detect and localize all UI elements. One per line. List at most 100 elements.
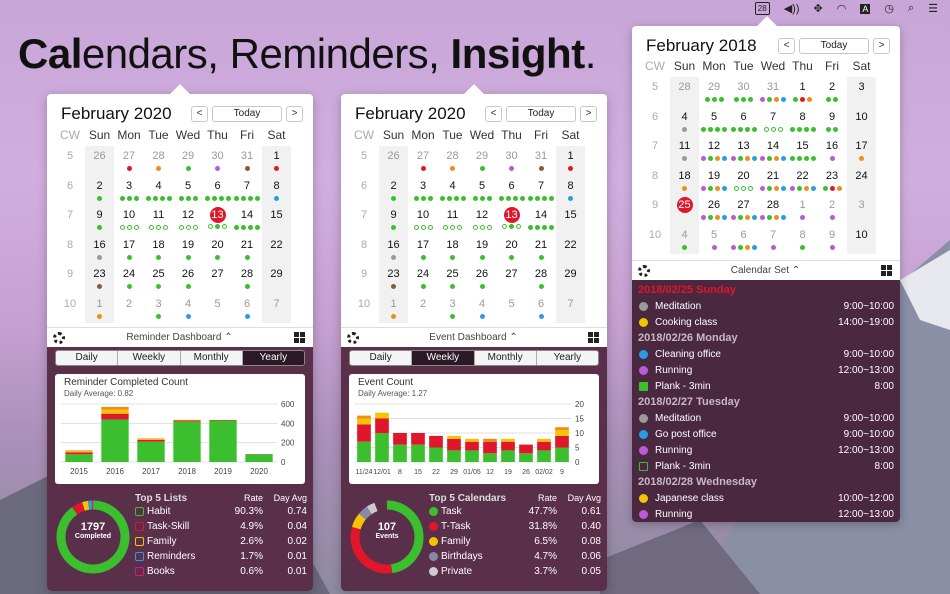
day-cell[interactable]: 2 [85,176,115,206]
tab-monthly[interactable]: Monthly [474,351,537,365]
day-cell[interactable]: 1 [379,294,409,324]
day-cell[interactable]: 3 [847,77,877,107]
day-cell[interactable]: 17 [408,235,438,265]
day-cell[interactable]: 7 [526,176,556,206]
day-cell[interactable]: 5 [173,176,203,206]
event-row[interactable]: Japanese class 10:00~12:00 [638,490,894,506]
day-cell[interactable]: 16 [85,235,115,265]
day-cell[interactable]: 28 [526,264,556,294]
day-cell[interactable]: 23 [379,264,409,294]
calendar-set-selector[interactable]: Calendar Set ⌃ [730,265,801,276]
day-cell[interactable]: 25 [670,195,700,225]
day-cell[interactable]: 29 [699,77,729,107]
day-cell[interactable]: 10 [408,205,438,235]
day-cell[interactable]: 26 [379,146,409,176]
prev-month-button[interactable]: < [485,106,502,122]
grid-view-icon[interactable] [294,332,305,343]
day-cell[interactable]: 16 [817,136,847,166]
day-cell[interactable]: 18 [670,166,700,196]
day-cell[interactable]: 24 [114,264,144,294]
day-cell[interactable]: 23 [85,264,115,294]
top-list-row[interactable]: Books 0.6% 0.01 [135,564,307,579]
day-cell[interactable]: 1 [262,146,292,176]
day-cell[interactable]: 27 [497,264,527,294]
day-cell[interactable]: 22 [788,166,818,196]
day-cell[interactable]: 28 [670,77,700,107]
day-cell[interactable]: 4 [144,176,174,206]
day-cell[interactable]: 31 [758,77,788,107]
tab-yearly[interactable]: Yearly [242,351,304,365]
grid-view-icon[interactable] [881,265,892,276]
today-button[interactable]: Today [799,38,869,54]
day-cell[interactable]: 8 [262,176,292,206]
gear-icon[interactable] [347,331,359,344]
day-cell[interactable]: 29 [556,264,586,294]
prev-month-button[interactable]: < [778,38,795,54]
event-row[interactable]: Cooking class 14:00~19:00 [638,314,894,330]
day-cell[interactable]: 19 [699,166,729,196]
day-cell[interactable]: 11 [438,205,468,235]
day-cell[interactable]: 9 [379,205,409,235]
day-cell[interactable]: 1 [556,146,586,176]
day-cell[interactable]: 29 [173,146,203,176]
day-cell[interactable]: 17 [114,235,144,265]
top-list-row[interactable]: T-Task 31.8% 0.40 [429,519,601,534]
tab-weekly[interactable]: Weekly [118,351,181,365]
day-cell[interactable]: 3 [847,195,877,225]
day-cell[interactable]: 20 [729,166,759,196]
tab-daily[interactable]: Daily [350,351,413,365]
day-cell[interactable]: 4 [670,107,700,137]
day-cell[interactable]: 28 [232,264,262,294]
tab-yearly[interactable]: Yearly [536,351,598,365]
day-cell[interactable]: 8 [788,225,818,255]
next-month-button[interactable]: > [286,106,303,122]
event-row[interactable]: Plank - 3min 8:00 [638,378,894,394]
day-cell[interactable]: 10 [847,107,877,137]
top-list-row[interactable]: Family 6.5% 0.08 [429,534,601,549]
day-cell[interactable]: 11 [144,205,174,235]
top-list-row[interactable]: Task 47.7% 0.61 [429,504,601,519]
day-cell[interactable]: 4 [467,294,497,324]
day-cell[interactable]: 20 [497,235,527,265]
day-cell[interactable]: 2 [114,294,144,324]
day-cell[interactable]: 9 [817,225,847,255]
day-cell[interactable]: 10 [114,205,144,235]
text-input-icon[interactable]: A [860,3,871,14]
day-cell[interactable]: 26 [699,195,729,225]
tab-monthly[interactable]: Monthly [180,351,243,365]
day-cell[interactable]: 28 [758,195,788,225]
day-cell[interactable]: 3 [114,176,144,206]
day-cell[interactable]: 2 [817,195,847,225]
day-cell[interactable]: 8 [788,107,818,137]
day-cell[interactable]: 26 [467,264,497,294]
day-cell[interactable]: 26 [173,264,203,294]
day-cell[interactable]: 5 [497,294,527,324]
prev-month-button[interactable]: < [191,106,208,122]
today-button[interactable]: Today [506,106,576,122]
day-cell[interactable]: 7 [758,225,788,255]
day-cell[interactable]: 2 [379,176,409,206]
day-cell[interactable]: 24 [408,264,438,294]
day-cell[interactable]: 4 [173,294,203,324]
event-row[interactable]: Running 12:00~13:00 [638,442,894,458]
day-cell[interactable]: 8 [556,176,586,206]
event-row[interactable]: Meditation 9:00~10:00 [638,298,894,314]
day-cell[interactable]: 19 [467,235,497,265]
day-cell[interactable]: 2 [817,77,847,107]
next-month-button[interactable]: > [873,38,890,54]
day-cell[interactable]: 17 [847,136,877,166]
dashboard-selector[interactable]: Event Dashboard ⌃ [429,332,518,343]
day-cell[interactable]: 25 [438,264,468,294]
day-cell[interactable]: 30 [497,146,527,176]
day-cell[interactable]: 1 [788,195,818,225]
day-cell[interactable]: 6 [526,294,556,324]
wifi-icon[interactable]: ◠ [836,3,847,15]
day-cell[interactable]: 12 [699,136,729,166]
top-list-row[interactable]: Family 2.6% 0.02 [135,534,307,549]
calendar-menubar-icon[interactable]: 28 [754,2,770,15]
day-cell[interactable]: 26 [85,146,115,176]
day-cell[interactable]: 14 [526,205,556,235]
gear-icon[interactable] [53,331,65,344]
day-cell[interactable]: 15 [788,136,818,166]
day-cell[interactable]: 6 [497,176,527,206]
